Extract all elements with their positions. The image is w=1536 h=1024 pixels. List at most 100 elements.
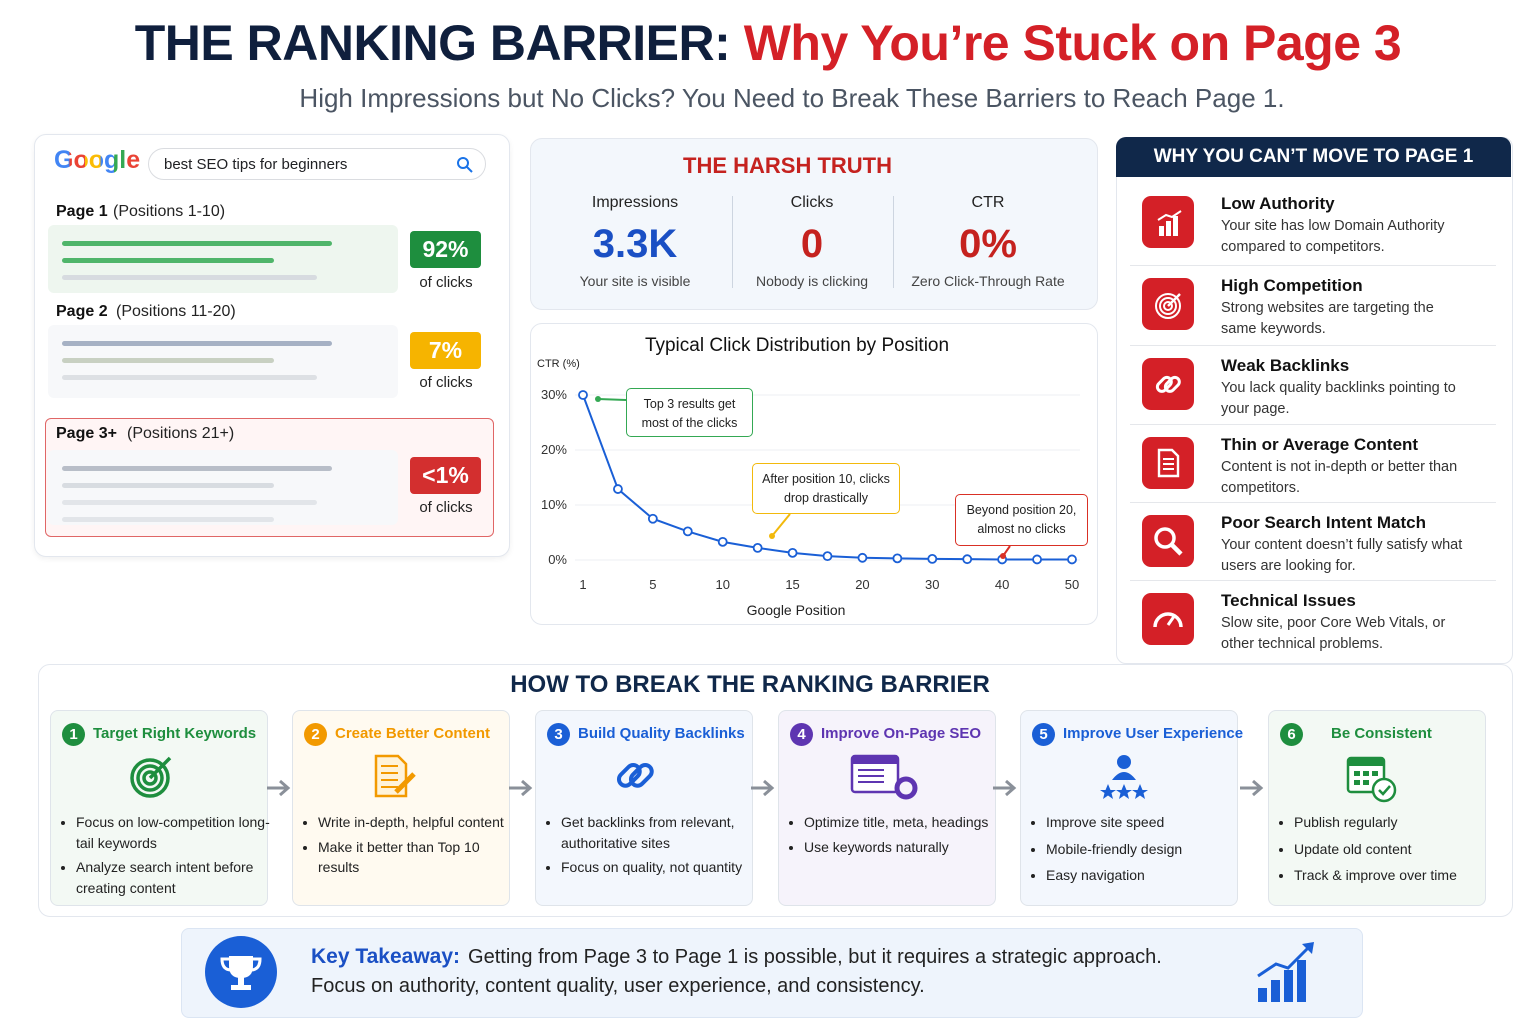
step-icon-arrow (148, 756, 172, 780)
step-arrow (267, 779, 291, 797)
data-point (927, 553, 938, 564)
reason-divider (1130, 424, 1496, 425)
reason-icon (1142, 593, 1194, 645)
reason-divider (1130, 502, 1496, 503)
icon-bar (1173, 216, 1178, 236)
step-number: 3 (547, 723, 570, 746)
result-line (62, 375, 317, 380)
data-point (962, 554, 973, 565)
step-point: Focus on low-competition long-tail keywo… (76, 812, 274, 853)
icon-gauge (1153, 612, 1183, 628)
page-label: Page 3+ (56, 425, 117, 442)
result-line (62, 258, 274, 263)
data-point (787, 547, 798, 558)
step-point: Easy navigation (1046, 865, 1244, 886)
data-point (613, 484, 623, 494)
stat-label: Clicks (790, 194, 834, 211)
reason-glyph (1154, 527, 1183, 556)
step-point: Focus on quality, not quantity (561, 857, 759, 878)
step-card (50, 710, 268, 906)
google-logo: Google (54, 146, 141, 174)
step-icon-ring (142, 770, 158, 786)
data-point (822, 551, 833, 562)
title-highlight: Why You’re Stuck on Page 3 (743, 15, 1402, 71)
click-share-note: of clicks (419, 274, 473, 291)
icon-link (1163, 375, 1181, 393)
stat-note: Nobody is clicking (755, 273, 869, 289)
truth-title: THE HARSH TRUTH (683, 153, 892, 178)
step-icon (130, 756, 172, 798)
step-icon-head (1117, 755, 1131, 769)
x-tick-label: 15 (785, 577, 799, 592)
step-icon-cell (1363, 771, 1369, 776)
step-icon (1100, 755, 1148, 799)
step-glyph (1346, 756, 1397, 803)
step-arrow (509, 779, 533, 797)
reason-divider (1130, 265, 1496, 266)
data-point (647, 513, 658, 524)
x-tick-label: 40 (995, 577, 1009, 592)
step-card (535, 710, 753, 906)
step-arrow (1240, 779, 1264, 797)
title-lead: THE RANKING BARRIER: (134, 15, 731, 71)
step-point: Analyze search intent before creating co… (76, 857, 274, 898)
step-point: Mobile-friendly design (1046, 839, 1244, 860)
growth-trend (1257, 944, 1312, 978)
takeaway-text: Focus on authority, content quality, use… (311, 975, 925, 997)
icon-trend (1157, 210, 1182, 221)
growth-icon (1257, 942, 1314, 1002)
step-glyph (130, 756, 172, 798)
data-point (717, 536, 728, 547)
search-icon-handle (466, 166, 473, 173)
data-point (682, 526, 693, 537)
stat-value: 3.3K (592, 222, 678, 266)
reason-title: Technical Issues (1221, 591, 1356, 610)
stat-divider (732, 196, 733, 288)
step-number: 6 (1280, 723, 1303, 746)
subtitle: High Impressions but No Clicks? You Need… (299, 83, 1285, 113)
reason-title: Poor Search Intent Match (1221, 513, 1426, 532)
step-points: Publish regularly Update old content Track… (1276, 812, 1492, 892)
reason-title: Thin or Average Content (1221, 435, 1419, 454)
icon-handle (1170, 543, 1183, 556)
click-share-badge: <1% (410, 457, 481, 494)
callout-pointer-tip (1000, 553, 1006, 559)
x-tick-label: 10 (715, 577, 729, 592)
trophy-stem (238, 977, 244, 985)
data-point (752, 542, 763, 553)
reason-glyph (1155, 293, 1181, 319)
trophy-base (231, 985, 251, 990)
step-icon-tick (1378, 785, 1391, 796)
reason-text: Content is not in-depth or better than c… (1221, 459, 1458, 496)
reason-title: Low Authority (1221, 194, 1335, 213)
step-arrow-head (521, 779, 533, 797)
result-line (62, 341, 332, 346)
step-icon-star (1132, 784, 1148, 799)
step-number: 1 (62, 723, 85, 746)
step-icon (374, 754, 416, 798)
reason-icon (1142, 278, 1194, 330)
step-point: Use keywords naturally (804, 837, 1002, 858)
step-icon-star (1116, 784, 1132, 799)
step-card (292, 710, 510, 906)
page-range: (Positions 21+) (127, 425, 235, 442)
stat-value: 0 (800, 222, 824, 266)
step-icon-cal-top (1348, 758, 1384, 766)
growth-bar (1284, 970, 1293, 1002)
search-query: best SEO tips for beginners (164, 156, 348, 173)
callout: After position 10, clicks drop drastical… (752, 463, 900, 514)
x-tick-label: 30 (925, 577, 939, 592)
step-icon-cell (1363, 780, 1369, 785)
takeaway-text: Getting from Page 3 to Page 1 is possibl… (468, 946, 1162, 968)
data-point (892, 553, 903, 564)
reason-glyph (1157, 210, 1182, 236)
stat-divider (893, 196, 894, 288)
x-axis-title: Google Position (747, 602, 846, 618)
step-points: Improve site speed Mobile-friendly design… (1028, 812, 1244, 892)
data-point (1032, 554, 1042, 565)
stat-note: Zero Click-Through Rate (911, 273, 1065, 289)
step-title: Build Quality Backlinks (578, 725, 745, 742)
reason-glyph (1153, 612, 1183, 628)
reason-title: Weak Backlinks (1221, 356, 1350, 375)
page-range: (Positions 11-20) (116, 303, 236, 320)
